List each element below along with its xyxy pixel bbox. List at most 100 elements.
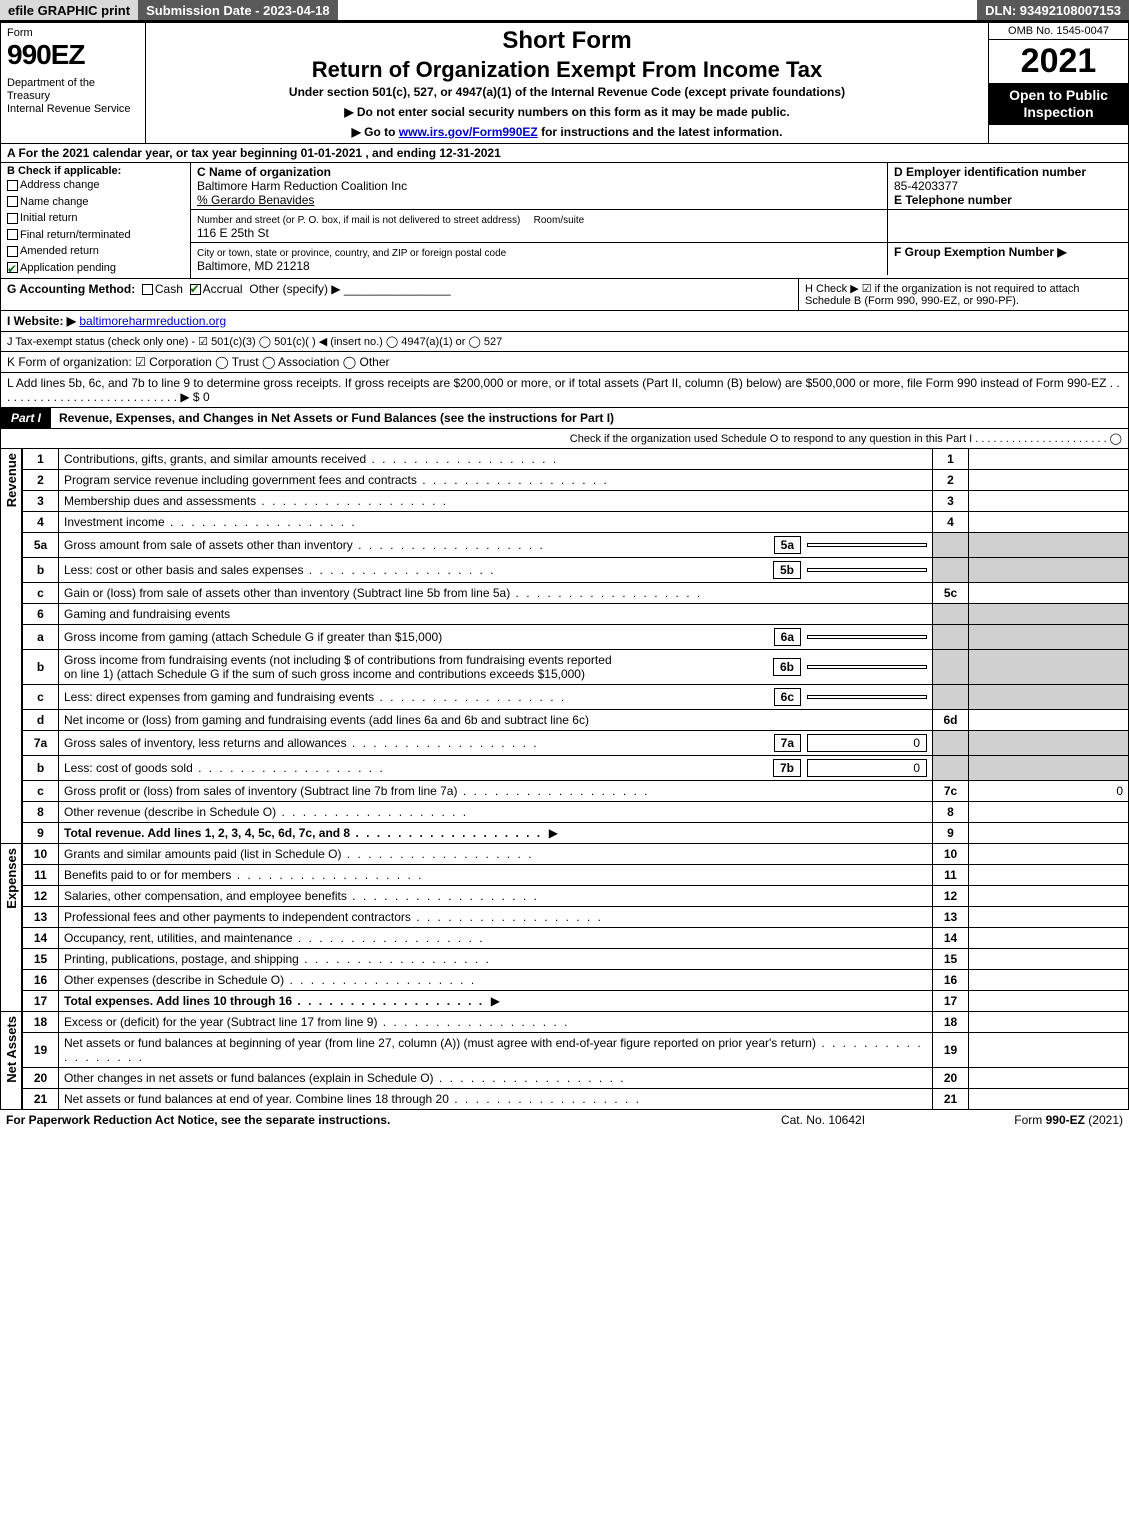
line-5a: Gross amount from sale of assets other t… — [59, 533, 933, 558]
netassets-section: Net Assets 18Excess or (deficit) for the… — [0, 1012, 1129, 1110]
block-BCDEF: B Check if applicable: Address change Na… — [0, 163, 1129, 279]
F-block: F Group Exemption Number ▶ — [888, 243, 1128, 275]
I-label: I Website: ▶ — [7, 314, 76, 328]
department: Department of the Treasury Internal Reve… — [7, 77, 139, 117]
dln: DLN: 93492108007153 — [977, 0, 1129, 20]
line-13: Professional fees and other payments to … — [59, 907, 933, 928]
line-A: A For the 2021 calendar year, or tax yea… — [0, 144, 1129, 163]
part-I-title: Revenue, Expenses, and Changes in Net As… — [51, 408, 1128, 428]
submission-date: Submission Date - 2023-04-18 — [138, 0, 338, 20]
line-15: Printing, publications, postage, and shi… — [59, 949, 933, 970]
line-8: Other revenue (describe in Schedule O) — [59, 802, 933, 823]
line-6: Gaming and fundraising events — [59, 604, 933, 625]
street-label: Number and street (or P. O. box, if mail… — [197, 215, 520, 226]
city-value: Baltimore, MD 21218 — [197, 259, 310, 273]
footer-catno: Cat. No. 10642I — [723, 1113, 923, 1127]
G-cash[interactable]: Cash — [155, 282, 183, 296]
form-number: 990EZ — [7, 39, 139, 71]
website-link[interactable]: baltimoreharmreduction.org — [79, 314, 226, 328]
line-3: Membership dues and assessments — [59, 491, 933, 512]
line-6d: Net income or (loss) from gaming and fun… — [59, 710, 933, 731]
header-right: OMB No. 1545-0047 2021 Open to Public In… — [988, 23, 1128, 143]
open-to-public: Open to Public Inspection — [989, 83, 1128, 125]
line-6b: Gross income from fundraising events (no… — [59, 650, 933, 685]
E-spacer — [888, 210, 1128, 242]
tax-year: 2021 — [989, 40, 1128, 83]
line-L: L Add lines 5b, 6c, and 7b to line 9 to … — [0, 373, 1129, 408]
line-G-H: G Accounting Method: Cash Accrual Other … — [0, 279, 1129, 311]
line-18: Excess or (deficit) for the year (Subtra… — [59, 1012, 933, 1033]
line-G: G Accounting Method: Cash Accrual Other … — [1, 279, 798, 310]
section-C-DEF: C Name of organization Baltimore Harm Re… — [191, 163, 1128, 278]
expenses-table: 10Grants and similar amounts paid (list … — [22, 844, 1129, 1012]
short-form-title: Short Form — [156, 27, 978, 55]
line-10: Grants and similar amounts paid (list in… — [59, 844, 933, 865]
line-6a: Gross income from gaming (attach Schedul… — [59, 625, 933, 650]
efile-print-button[interactable]: efile GRAPHIC print — [0, 0, 138, 20]
street-block: Number and street (or P. O. box, if mail… — [191, 210, 888, 242]
part-I-header: Part I Revenue, Expenses, and Changes in… — [0, 408, 1129, 429]
G-accrual[interactable]: Accrual — [203, 282, 243, 296]
city-block: City or town, state or province, country… — [191, 243, 888, 275]
irs-link[interactable]: www.irs.gov/Form990EZ — [399, 125, 538, 139]
ein-value: 85-4203377 — [894, 179, 958, 193]
instr-goto: ▶ Go to www.irs.gov/Form990EZ for instru… — [156, 125, 978, 139]
chk-final-return[interactable]: Final return/terminated — [7, 227, 184, 244]
line-17: Total expenses. Add lines 10 through 16 … — [59, 991, 933, 1012]
line-7c: Gross profit or (loss) from sales of inv… — [59, 781, 933, 802]
C-label: C Name of organization — [197, 165, 331, 179]
part-I-tag: Part I — [1, 408, 51, 428]
line-14: Occupancy, rent, utilities, and maintena… — [59, 928, 933, 949]
chk-amended-return-label: Amended return — [20, 245, 99, 257]
revenue-side-label: Revenue — [0, 449, 22, 844]
chk-address-change-label: Address change — [20, 179, 100, 191]
line-1: Contributions, gifts, grants, and simila… — [59, 449, 933, 470]
netassets-table: 18Excess or (deficit) for the year (Subt… — [22, 1012, 1129, 1110]
line-H: H Check ▶ ☑ if the organization is not r… — [798, 279, 1128, 310]
chk-application-pending[interactable]: Application pending — [7, 260, 184, 277]
chk-initial-return-label: Initial return — [20, 212, 77, 224]
F-label: F Group Exemption Number ▶ — [894, 245, 1067, 259]
chk-final-return-label: Final return/terminated — [20, 229, 131, 241]
line-K: K Form of organization: ☑ Corporation ◯ … — [0, 352, 1129, 373]
G-label: G Accounting Method: — [7, 282, 135, 296]
section-B: B Check if applicable: Address change Na… — [1, 163, 191, 278]
chk-name-change[interactable]: Name change — [7, 194, 184, 211]
header-left: Form 990EZ Department of the Treasury In… — [1, 23, 146, 143]
form-title: Return of Organization Exempt From Incom… — [156, 57, 978, 83]
line-7b: Less: cost of goods sold7b0 — [59, 756, 933, 781]
chk-address-change[interactable]: Address change — [7, 177, 184, 194]
instr-goto-post: for instructions and the latest informat… — [538, 125, 783, 139]
G-other[interactable]: Other (specify) ▶ — [249, 282, 340, 296]
D-E-block: D Employer identification number 85-4203… — [888, 163, 1128, 209]
form-header: Form 990EZ Department of the Treasury In… — [0, 22, 1129, 144]
netassets-side-label: Net Assets — [0, 1012, 22, 1110]
chk-amended-return[interactable]: Amended return — [7, 243, 184, 260]
line-5c: Gain or (loss) from sale of assets other… — [59, 583, 933, 604]
chk-name-change-label: Name change — [20, 196, 89, 208]
line-11: Benefits paid to or for members — [59, 865, 933, 886]
room-label: Room/suite — [534, 215, 585, 226]
top-toolbar: efile GRAPHIC print Submission Date - 20… — [0, 0, 1129, 22]
chk-initial-return[interactable]: Initial return — [7, 210, 184, 227]
care-of: % Gerardo Benavides — [197, 193, 314, 207]
D-label: D Employer identification number — [894, 165, 1086, 179]
city-label: City or town, state or province, country… — [197, 248, 506, 259]
C-name-block: C Name of organization Baltimore Harm Re… — [191, 163, 888, 209]
toolbar-spacer — [338, 0, 978, 20]
B-label: B Check if applicable: — [7, 165, 184, 177]
page-footer: For Paperwork Reduction Act Notice, see … — [0, 1110, 1129, 1130]
revenue-section: Revenue 1Contributions, gifts, grants, a… — [0, 449, 1129, 844]
E-label: E Telephone number — [894, 193, 1012, 207]
omb-number: OMB No. 1545-0047 — [989, 23, 1128, 40]
part-I-check: Check if the organization used Schedule … — [0, 429, 1129, 449]
line-J: J Tax-exempt status (check only one) - ☑… — [0, 332, 1129, 352]
revenue-table: 1Contributions, gifts, grants, and simil… — [22, 449, 1129, 844]
instr-ssn: ▶ Do not enter social security numbers o… — [156, 105, 978, 119]
instr-goto-pre: ▶ Go to — [352, 125, 399, 139]
line-7a: Gross sales of inventory, less returns a… — [59, 731, 933, 756]
val-7c: 0 — [969, 781, 1129, 802]
form-word: Form — [7, 27, 139, 39]
line-16: Other expenses (describe in Schedule O) — [59, 970, 933, 991]
line-I: I Website: ▶ baltimoreharmreduction.org — [0, 311, 1129, 332]
